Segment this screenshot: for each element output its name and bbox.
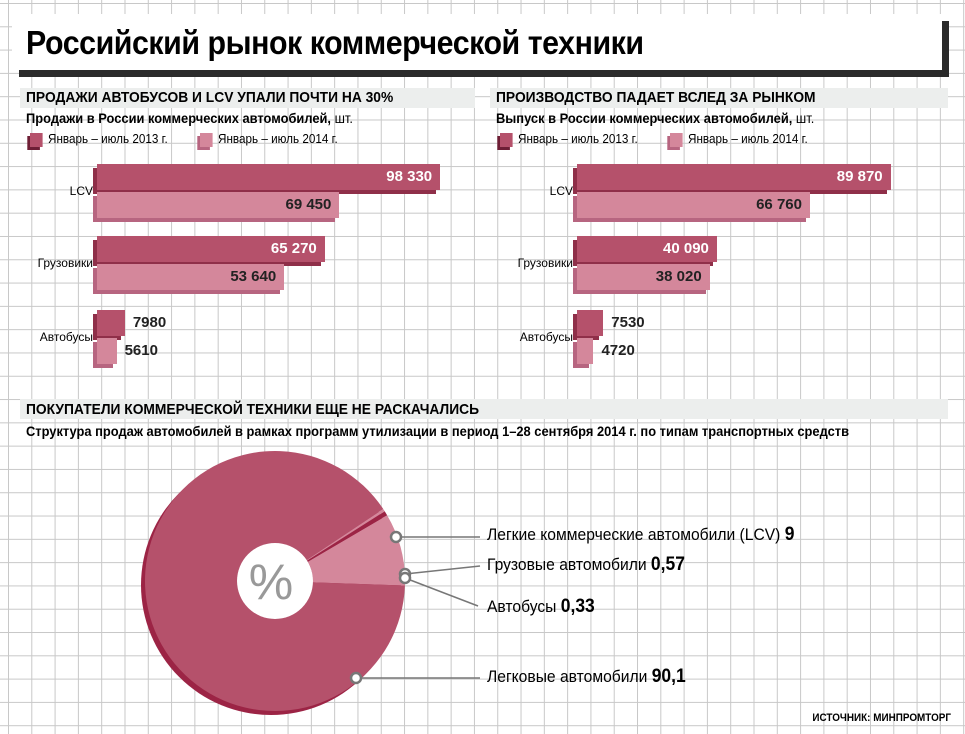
bar-Грузовики-1: [577, 264, 710, 290]
chart-subtitle: Продажи в России коммерческих автомобиле…: [26, 110, 353, 126]
donut-hole: [237, 543, 313, 619]
data-label: 40 090: [663, 240, 709, 257]
leader-line: [404, 577, 479, 607]
bar-Грузовики-0: [97, 236, 325, 262]
slice-value: 90,1: [651, 666, 686, 687]
section-band: [490, 88, 948, 108]
category-label: Автобусы: [519, 330, 573, 344]
donut-slice-2: [306, 508, 385, 561]
slice-name: Грузовые автомобили: [487, 555, 647, 574]
legend-swatch: [200, 132, 213, 147]
legend-label: Январь – июль 2014 г.: [688, 131, 808, 146]
donut-slice-1: [307, 511, 388, 562]
bar-Автобусы-0: [97, 310, 125, 336]
slice-label: Легковые автомобили 90,1: [487, 666, 686, 688]
category-label: LCV: [69, 184, 93, 198]
data-label: 5610: [124, 342, 158, 359]
source-note: ИСТОЧНИК: МИНПРОМТОРГ: [812, 712, 951, 724]
subtitle-text: Продажи в России коммерческих автомобиле…: [26, 110, 331, 126]
legend-swatch: [30, 132, 43, 147]
legend-item: Январь – июль 2014 г.: [670, 131, 808, 147]
data-label: 69 450: [285, 196, 332, 213]
data-label: 66 760: [756, 196, 802, 213]
leader-line: [404, 565, 481, 575]
bar-Автобусы-1: [97, 338, 117, 364]
category-label: LCV: [549, 184, 573, 198]
category-label: Грузовики: [37, 256, 93, 270]
bar-Автобусы-0: [577, 310, 604, 336]
slice-value: 9: [784, 524, 795, 545]
category-label: Грузовики: [517, 256, 573, 270]
data-label: 98 330: [386, 168, 433, 185]
section-band: [20, 88, 475, 108]
unit-text: шт.: [795, 110, 815, 126]
center-percent-label: %: [249, 554, 293, 610]
data-label: 7980: [132, 314, 167, 331]
legend-swatch: [500, 132, 513, 147]
data-label: 38 020: [655, 268, 702, 285]
bar-LCV-1: [577, 192, 810, 218]
bar-LCV-0: [97, 164, 441, 190]
bar-LCV-1: [97, 192, 340, 218]
pie-title: ПОКУПАТЕЛИ КОММЕРЧЕСКОЙ ТЕХНИКИ ЕЩЕ НЕ Р…: [26, 401, 480, 418]
section-band: [20, 399, 948, 419]
data-label: 4720: [601, 342, 635, 359]
slice-value: 0,57: [650, 554, 685, 575]
legend-label: Январь – июль 2013 г.: [48, 131, 168, 146]
legend-label: Январь – июль 2014 г.: [218, 131, 338, 146]
chart-subtitle: Выпуск в России коммерческих автомобилей…: [496, 110, 814, 126]
slice-name: Автобусы: [487, 597, 557, 616]
data-label: 7530: [611, 314, 645, 331]
legend-item: Январь – июль 2013 г.: [30, 131, 168, 147]
page-title: Российский рынок коммерческой техники: [26, 24, 644, 61]
legend-item: Январь – июль 2014 г.: [200, 131, 338, 147]
data-label: 65 270: [270, 240, 317, 257]
slice-value: 0,33: [560, 596, 595, 617]
slice-label: Грузовые автомобили 0,57: [487, 554, 685, 576]
subtitle-text: Выпуск в России коммерческих автомобилей…: [496, 110, 793, 126]
pie-subtitle: Структура продаж автомобилей в рамках пр…: [26, 423, 849, 439]
leader-dot: [349, 671, 363, 685]
unit-text: шт.: [334, 110, 353, 126]
donut-slice-0: [307, 515, 405, 586]
donut-slice-3: [144, 451, 405, 712]
chart-title: ПРОИЗВОДСТВО ПАДАЕТ ВСЛЕД ЗА РЫНКОМ: [496, 89, 816, 106]
chart-title: ПРОДАЖИ АВТОБУСОВ И LCV УПАЛИ ПОЧТИ НА 3…: [26, 89, 394, 106]
slice-name: Легкие коммерческие автомобили (LCV): [487, 525, 781, 544]
data-label: 53 640: [230, 268, 277, 285]
title-box: [12, 14, 942, 70]
bar-Грузовики-1: [97, 264, 285, 290]
slice-name: Легковые автомобили: [487, 667, 648, 686]
bar-Грузовики-0: [577, 236, 717, 262]
category-label: Автобусы: [39, 330, 93, 344]
data-label: 89 870: [836, 168, 883, 185]
slice-label: Легкие коммерческие автомобили (LCV) 9: [487, 524, 794, 546]
leader-dot: [389, 530, 403, 544]
legend-label: Январь – июль 2013 г.: [518, 131, 638, 146]
legend-swatch: [670, 132, 683, 147]
slice-label: Автобусы 0,33: [487, 596, 595, 618]
bar-LCV-0: [577, 164, 891, 190]
bar-Автобусы-1: [577, 338, 594, 364]
legend-item: Январь – июль 2013 г.: [500, 131, 638, 147]
leader-dot: [398, 571, 412, 585]
